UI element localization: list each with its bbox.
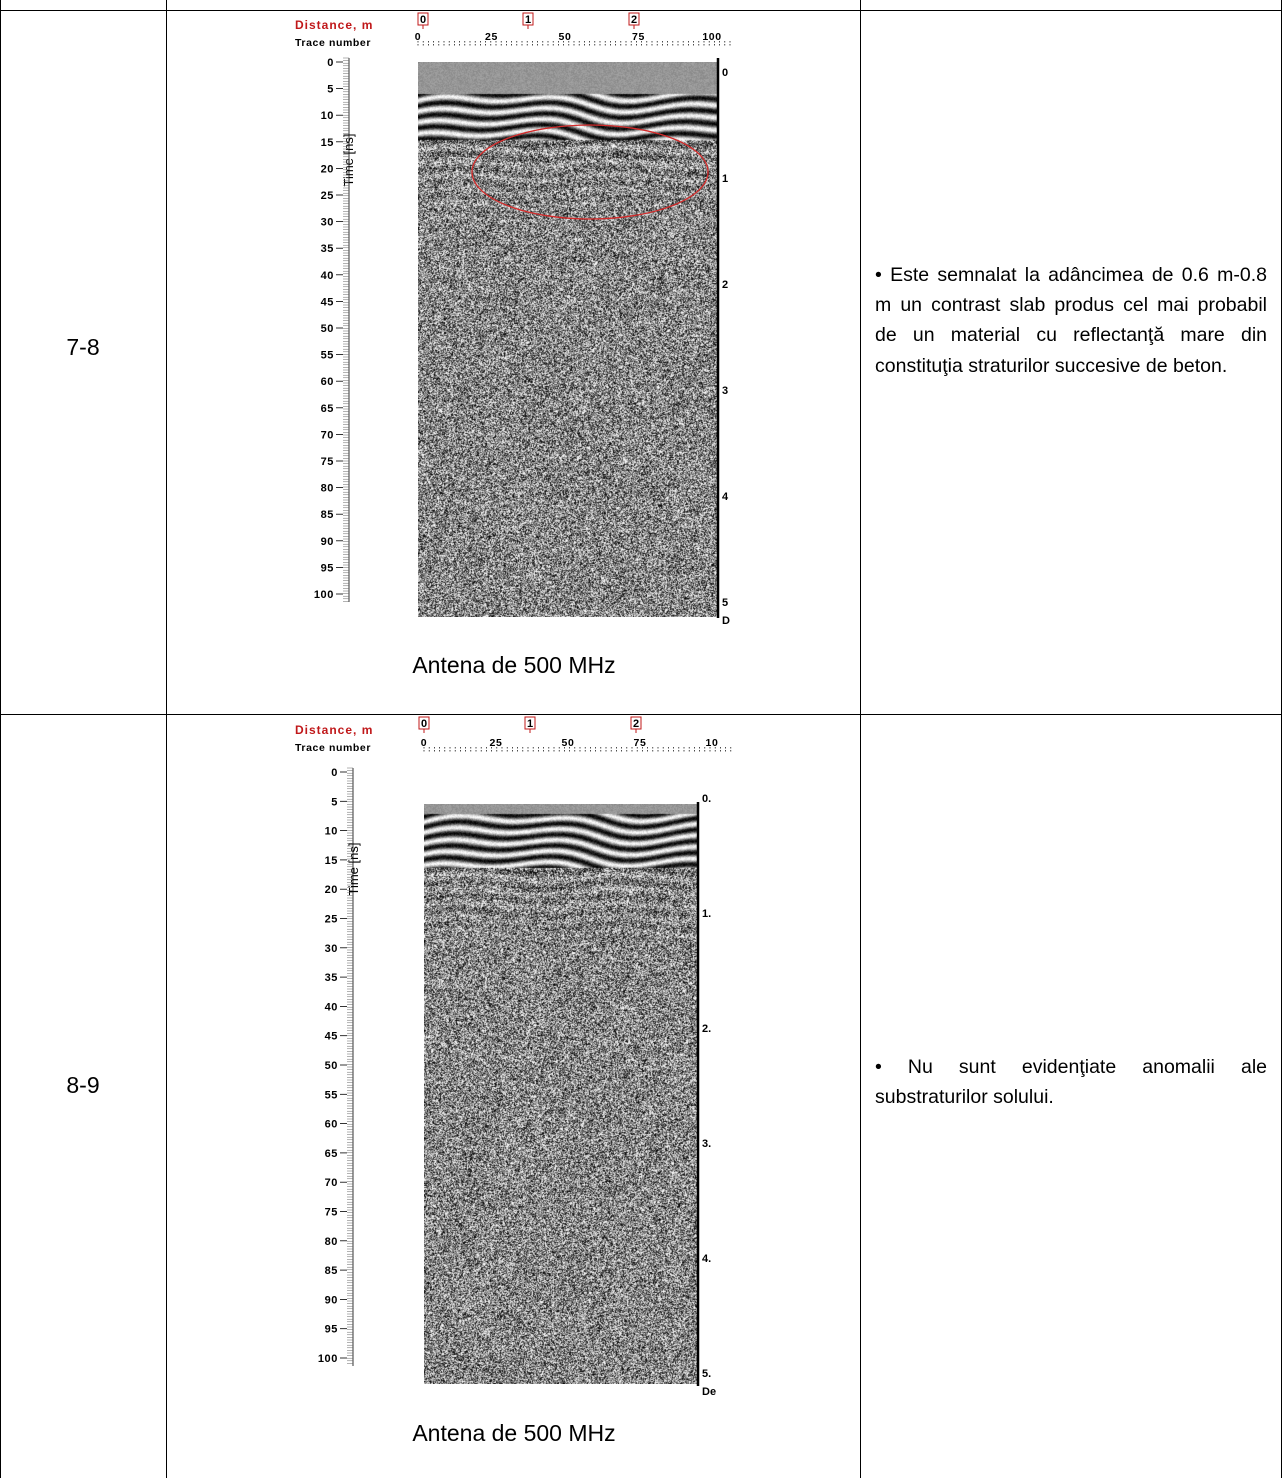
time-tick-label: 15 <box>321 137 334 149</box>
time-tick-label: 85 <box>325 1265 338 1277</box>
time-tick-label: 25 <box>325 914 338 926</box>
time-tick-label: 55 <box>321 350 334 362</box>
time-tick-label: 80 <box>321 483 334 495</box>
time-tick-label: 60 <box>325 1119 338 1131</box>
trace-tick-label: 25 <box>485 31 498 43</box>
trace-tick-label: 0 <box>421 737 427 749</box>
time-tick-label: 65 <box>325 1148 338 1160</box>
time-tick-label: 55 <box>325 1089 338 1101</box>
depth-tick-label: 2. <box>702 1023 711 1035</box>
time-tick-label: 95 <box>321 562 334 574</box>
time-tick-label: 30 <box>325 943 338 955</box>
time-tick-label: 25 <box>321 190 334 202</box>
depth-tick-label: 5 <box>722 597 728 609</box>
time-tick-label: 80 <box>325 1236 338 1248</box>
distance-label: Distance, m <box>295 723 373 737</box>
trace-label: Trace number <box>295 742 371 754</box>
time-tick-label: 35 <box>321 243 334 255</box>
row-label: 7-8 <box>66 334 100 360</box>
time-tick-label: 5 <box>327 84 334 96</box>
anomaly-highlight-oval <box>471 124 709 220</box>
depth-tick-label: 3. <box>702 1138 711 1150</box>
depth-tick-label: 5. <box>702 1368 711 1380</box>
time-tick-label: 20 <box>321 163 334 175</box>
time-tick-label: 45 <box>321 296 334 308</box>
table-row-divider <box>0 714 1282 715</box>
time-tick-label: 70 <box>325 1177 338 1189</box>
distance-marker-label: 2 <box>633 718 639 730</box>
time-tick-label: 75 <box>321 456 334 468</box>
distance-marker-label: 0 <box>420 14 426 26</box>
time-tick-label: 85 <box>321 509 334 521</box>
trace-tick-label: 50 <box>562 737 575 749</box>
table-column-divider <box>166 0 167 1478</box>
trace-tick-label: 50 <box>559 31 572 43</box>
distance-label: Distance, m <box>295 18 373 32</box>
time-tick-label: 0 <box>327 57 334 69</box>
trace-tick-label: 75 <box>634 737 647 749</box>
trace-tick-label: 0 <box>415 31 421 43</box>
time-tick-label: 60 <box>321 376 334 388</box>
trace-label: Trace number <box>295 37 371 49</box>
time-tick-label: 100 <box>314 589 334 601</box>
figure-caption: Antena de 500 MHz <box>412 652 616 678</box>
time-tick-label: 35 <box>325 972 338 984</box>
trace-tick-label: 75 <box>632 31 645 43</box>
distance-marker-label: 2 <box>631 14 637 26</box>
radargram-image <box>424 804 698 1384</box>
depth-tick-label: 4. <box>702 1253 711 1265</box>
time-tick-label: 95 <box>325 1324 338 1336</box>
depth-tick-label: D <box>722 615 730 627</box>
depth-tick-label: 1. <box>702 908 711 920</box>
distance-marker-label: 1 <box>525 14 531 26</box>
radargram-image <box>418 62 718 617</box>
time-tick-label: 70 <box>321 429 334 441</box>
time-tick-label: 45 <box>325 1031 338 1043</box>
row-label: 8-9 <box>66 1072 100 1098</box>
time-tick-label: 75 <box>325 1207 338 1219</box>
depth-tick-label: 0 <box>722 67 728 79</box>
time-tick-label: 50 <box>325 1060 338 1072</box>
radargram-axes: Distance, m Trace number Time [ns] 05101… <box>295 12 731 627</box>
trace-tick-label: 100 <box>702 31 721 43</box>
trace-tick-label: 10 <box>706 737 719 749</box>
time-tick-label: 65 <box>321 403 334 415</box>
trace-tick-label: 25 <box>490 737 503 749</box>
depth-tick-label: 3 <box>722 385 728 397</box>
time-tick-label: 20 <box>325 884 338 896</box>
time-tick-label: 90 <box>325 1294 338 1306</box>
depth-tick-label: 1 <box>722 173 728 185</box>
table-column-divider <box>860 0 861 1478</box>
time-tick-label: 10 <box>321 110 334 122</box>
row-description: • Este semnalat la adâncimea de 0.6 m-0.… <box>875 264 1267 377</box>
time-tick-label: 10 <box>325 826 338 838</box>
depth-tick-label: 2 <box>722 279 728 291</box>
time-tick-label: 40 <box>325 1001 338 1013</box>
time-tick-label: 5 <box>331 796 338 808</box>
row-description: • Nu sunt evidenţiate anomalii ale subst… <box>875 1056 1267 1109</box>
time-tick-label: 100 <box>318 1353 338 1365</box>
time-tick-label: 40 <box>321 270 334 282</box>
depth-tick-label: 4 <box>722 491 729 503</box>
figure-caption: Antena de 500 MHz <box>412 1420 616 1446</box>
depth-tick-label: De <box>702 1386 716 1398</box>
time-tick-label: 50 <box>321 323 334 335</box>
time-tick-label: 30 <box>321 217 334 229</box>
time-tick-label: 0 <box>331 767 338 779</box>
table-border-left <box>0 0 1 1478</box>
time-tick-label: 90 <box>321 536 334 548</box>
table-border-top <box>0 10 1282 11</box>
time-tick-label: 15 <box>325 855 338 867</box>
depth-tick-label: 0. <box>702 793 711 805</box>
distance-marker-label: 0 <box>421 718 427 730</box>
distance-marker-label: 1 <box>527 718 533 730</box>
radargram-axes: Distance, m Trace number Time [ns] 05101… <box>295 716 732 1398</box>
time-axis-label: Time [ns] <box>341 134 356 187</box>
